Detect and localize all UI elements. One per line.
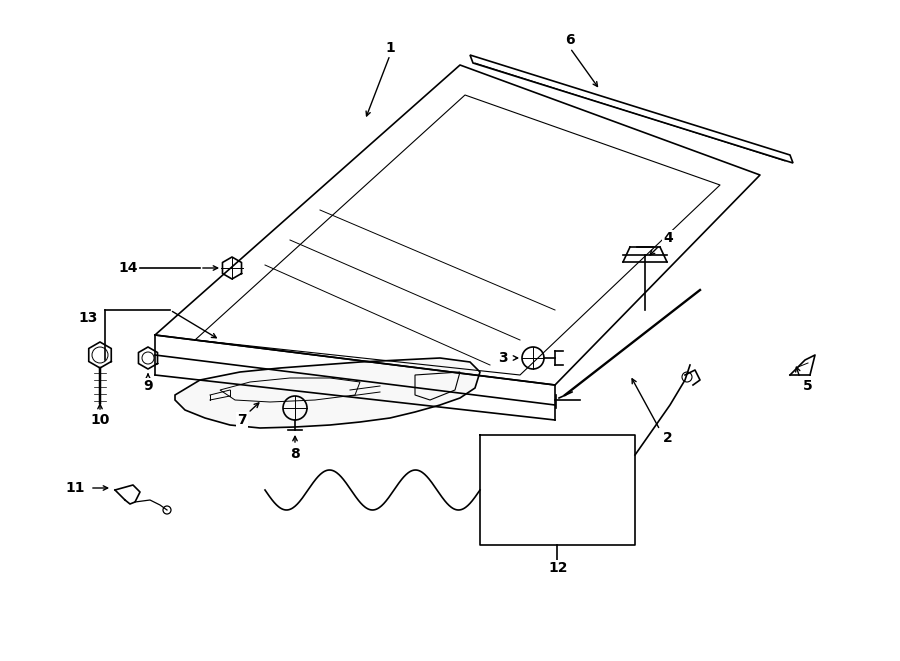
Polygon shape [175,358,480,428]
Text: 12: 12 [548,561,568,575]
Text: 7: 7 [238,413,247,427]
Text: 6: 6 [565,33,575,47]
Text: 3: 3 [499,351,508,365]
Text: 2: 2 [663,431,673,445]
Text: 5: 5 [803,379,813,393]
Text: 11: 11 [65,481,85,495]
Polygon shape [470,55,793,163]
Text: 1: 1 [385,41,395,55]
Text: 9: 9 [143,379,153,393]
Text: 13: 13 [78,311,98,325]
Text: 4: 4 [663,231,673,245]
Text: 10: 10 [90,413,110,427]
Text: 14: 14 [118,261,138,275]
Text: 8: 8 [290,447,300,461]
